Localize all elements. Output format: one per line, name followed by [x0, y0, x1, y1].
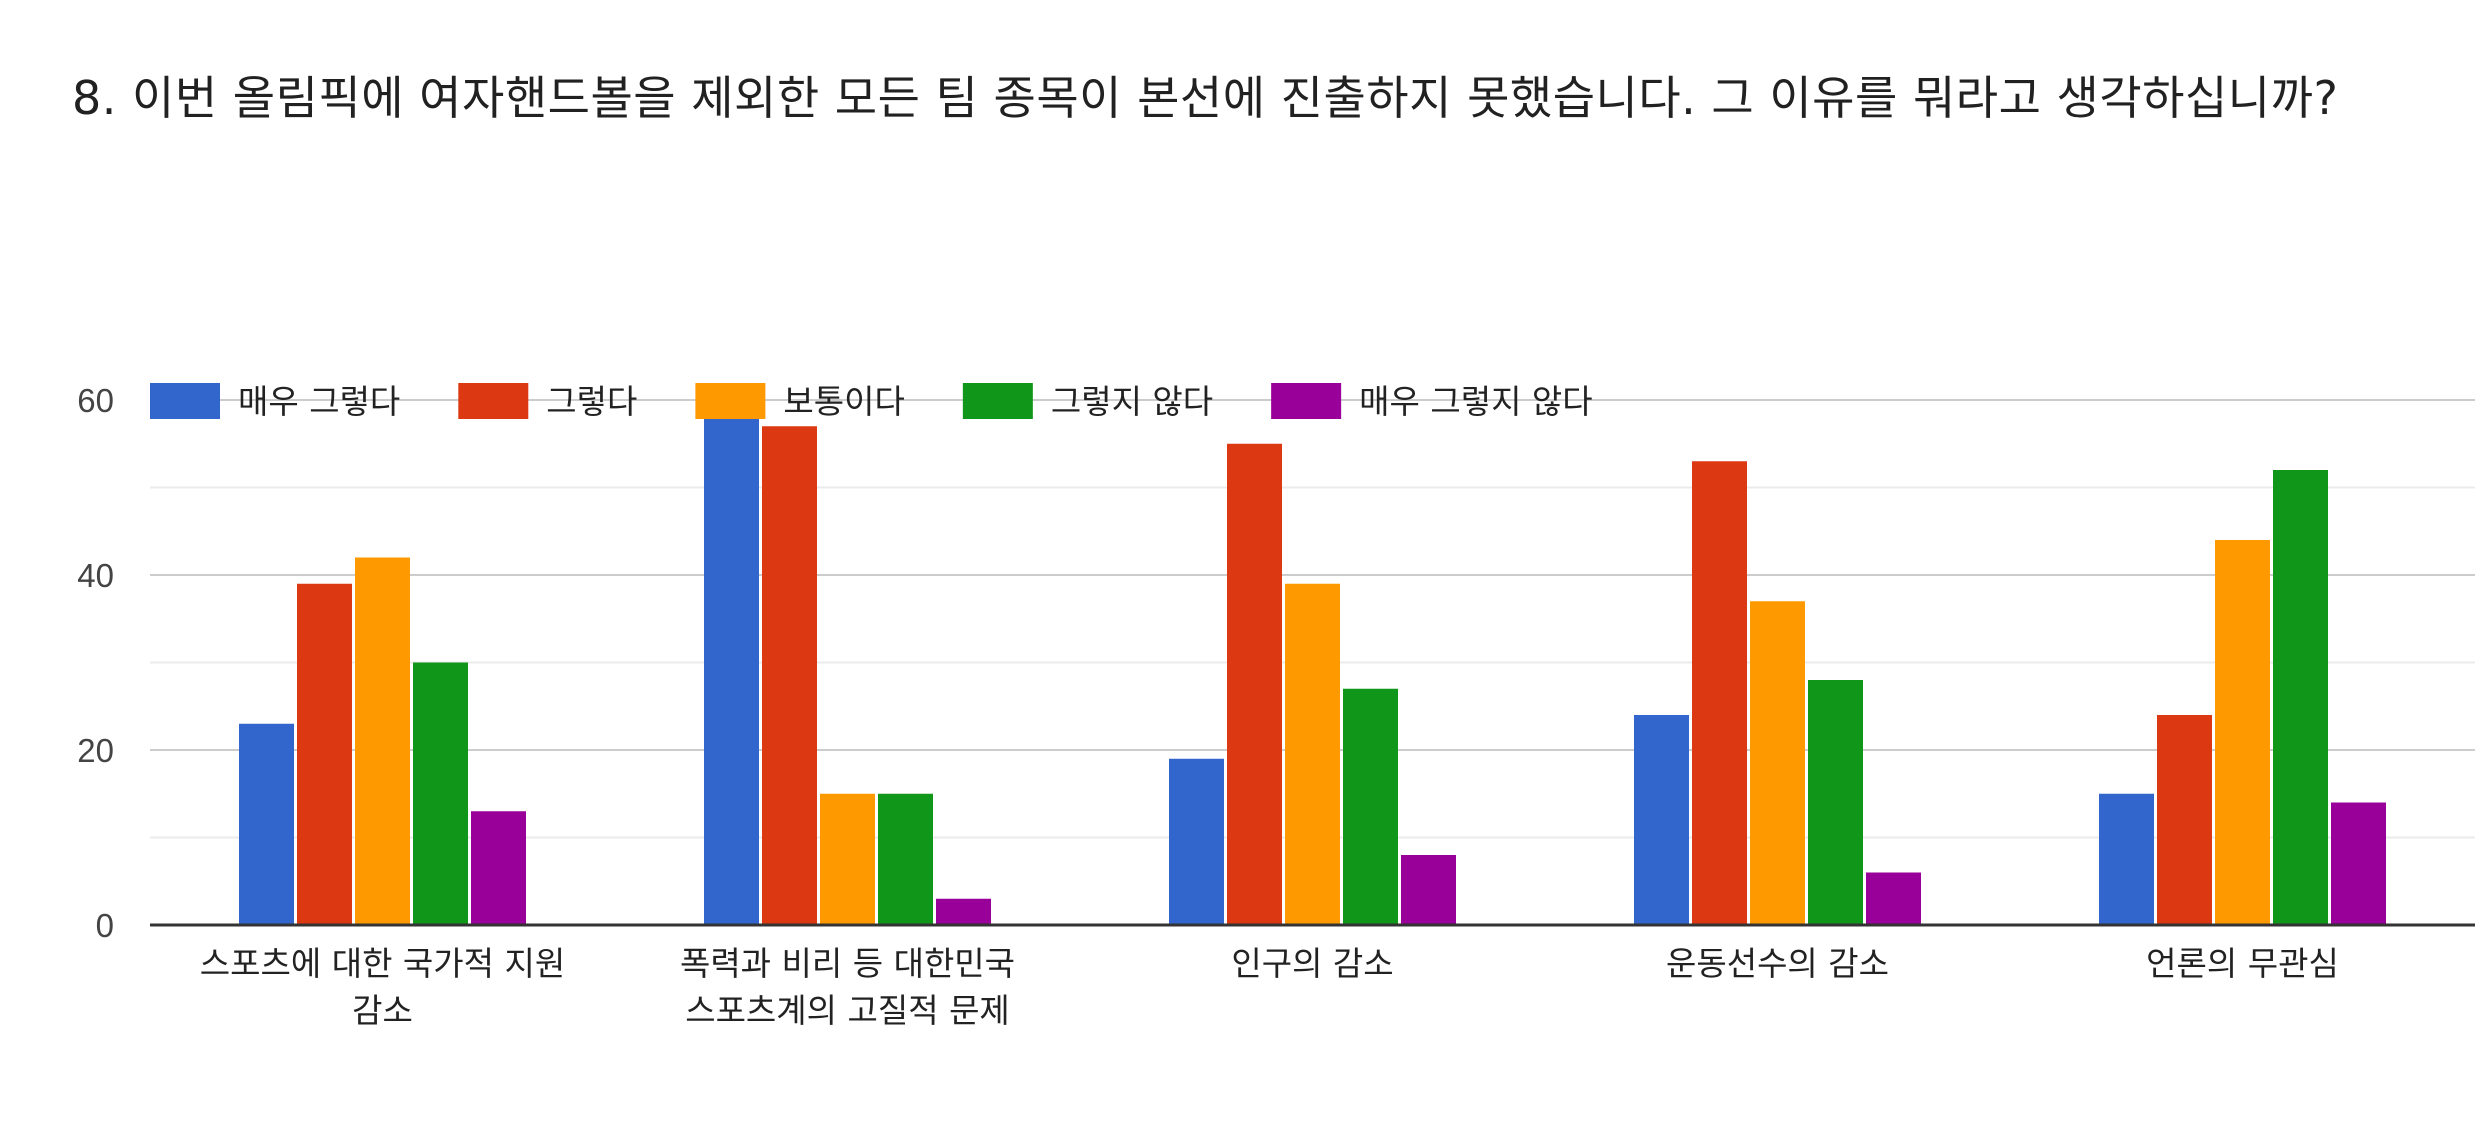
- legend-label: 보통이다: [783, 382, 904, 421]
- legend-label: 그렇지 않다: [1051, 382, 1213, 421]
- bar: [762, 426, 817, 925]
- bar: [2331, 802, 2386, 925]
- x-category-label: 운동선수의 감소: [1666, 944, 1889, 983]
- bar: [1808, 680, 1863, 925]
- bar: [936, 898, 991, 925]
- bar: [1866, 872, 1921, 925]
- bar: [239, 723, 294, 925]
- legend-swatch: [1271, 383, 1342, 419]
- legend-label: 매우 그렇지 않다: [1359, 382, 1593, 421]
- x-category-label: 언론의 무관심: [2146, 944, 2339, 983]
- legend-swatch: [962, 383, 1033, 419]
- x-axis-categories: 스포츠에 대한 국가적 지원 감소 폭력과 비리 등 대한민국 스포츠계의 고질적 문…: [200, 944, 2339, 1030]
- bar: [413, 662, 468, 925]
- bar: [1401, 855, 1456, 925]
- bar: [2157, 715, 2212, 925]
- bar: [355, 557, 410, 925]
- bar: [1634, 715, 1689, 925]
- bar: [2273, 470, 2328, 925]
- bar: [1285, 583, 1340, 925]
- bar: [1343, 688, 1398, 925]
- bar: [297, 583, 352, 925]
- bar: [820, 793, 875, 925]
- legend-swatch: [150, 383, 220, 419]
- x-category-label: 인구의 감소: [1231, 944, 1393, 983]
- bar: [471, 811, 526, 925]
- y-tick-label: 0: [96, 907, 114, 944]
- y-axis-ticks: 0 20 40 60: [77, 382, 114, 944]
- bar: [1169, 758, 1224, 925]
- bar: [704, 417, 759, 925]
- y-tick-label: 20: [77, 732, 114, 769]
- bar: [1227, 443, 1282, 925]
- x-category-label: 폭력과 비리 등 대한민국 스포츠계의 고질적 문제: [680, 944, 1015, 1030]
- legend: 매우 그렇다 그렇다 보통이다 그렇지 않다 매우 그렇지 않다: [150, 382, 1593, 421]
- bar: [1750, 601, 1805, 925]
- y-tick-label: 40: [77, 557, 114, 594]
- legend-label: 매우 그렇다: [238, 382, 400, 421]
- x-category-label: 스포츠에 대한 국가적 지원 감소: [200, 944, 565, 1030]
- legend-swatch: [458, 383, 529, 419]
- bar: [2099, 793, 2154, 925]
- bar: [1692, 461, 1747, 925]
- legend-swatch: [695, 383, 766, 419]
- bar: [878, 793, 933, 925]
- question-title: 8. 이번 올림픽에 여자핸드볼을 제외한 모든 팀 종목이 본선에 진출하지 …: [72, 71, 2339, 125]
- legend-label: 그렇다: [546, 382, 637, 421]
- bar: [2215, 540, 2270, 925]
- bars: [239, 417, 2386, 925]
- y-tick-label: 60: [77, 382, 114, 419]
